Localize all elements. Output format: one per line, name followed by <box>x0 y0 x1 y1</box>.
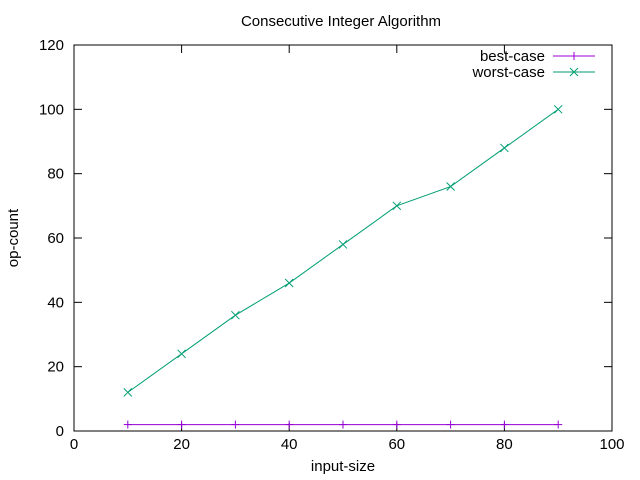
data-point <box>554 420 563 429</box>
y-tick-label: 80 <box>47 166 64 183</box>
data-point <box>446 420 455 429</box>
data-point <box>500 143 509 153</box>
series-layer <box>123 104 563 429</box>
data-point <box>500 420 509 429</box>
data-point <box>392 201 402 211</box>
data-point <box>392 420 401 429</box>
legend-label: best-case <box>480 48 545 65</box>
y-tick-label: 100 <box>39 101 64 118</box>
x-axis-label: input-size <box>311 458 375 475</box>
data-point <box>231 310 240 320</box>
x-tick-label: 80 <box>496 436 513 453</box>
data-point <box>446 182 455 191</box>
data-point <box>231 420 240 429</box>
data-point <box>339 420 347 429</box>
legend-marker <box>569 67 579 77</box>
data-point <box>284 278 294 288</box>
data-point <box>177 349 186 359</box>
legend-label: worst-case <box>471 64 545 81</box>
y-axis-label: op-count <box>5 208 22 267</box>
y-tick-label: 120 <box>39 37 64 54</box>
series-line <box>127 108 559 393</box>
y-tick-label: 20 <box>47 359 64 376</box>
y-ticks: 0 20 40 60 80 100 120 <box>39 37 612 440</box>
y-tick-label: 0 <box>56 423 64 440</box>
series-best-case <box>123 420 563 429</box>
data-point <box>123 420 132 429</box>
x-tick-label: 0 <box>70 436 78 453</box>
y-tick-label: 40 <box>47 294 64 311</box>
data-point <box>285 420 294 429</box>
y-tick-label: 60 <box>47 230 64 247</box>
series-worst-case <box>123 104 563 397</box>
data-point <box>177 420 186 429</box>
x-tick-label: 60 <box>388 436 405 453</box>
x-tick-label: 100 <box>599 436 624 453</box>
x-tick-label: 20 <box>173 436 190 453</box>
x-ticks: 0 20 40 60 80 100 <box>70 45 625 453</box>
x-tick-label: 40 <box>281 436 298 453</box>
chart-title: Consecutive Integer Algorithm <box>241 13 441 30</box>
legend-marker <box>570 52 578 60</box>
data-point <box>123 388 133 397</box>
data-point <box>338 240 348 249</box>
data-point <box>553 104 563 114</box>
